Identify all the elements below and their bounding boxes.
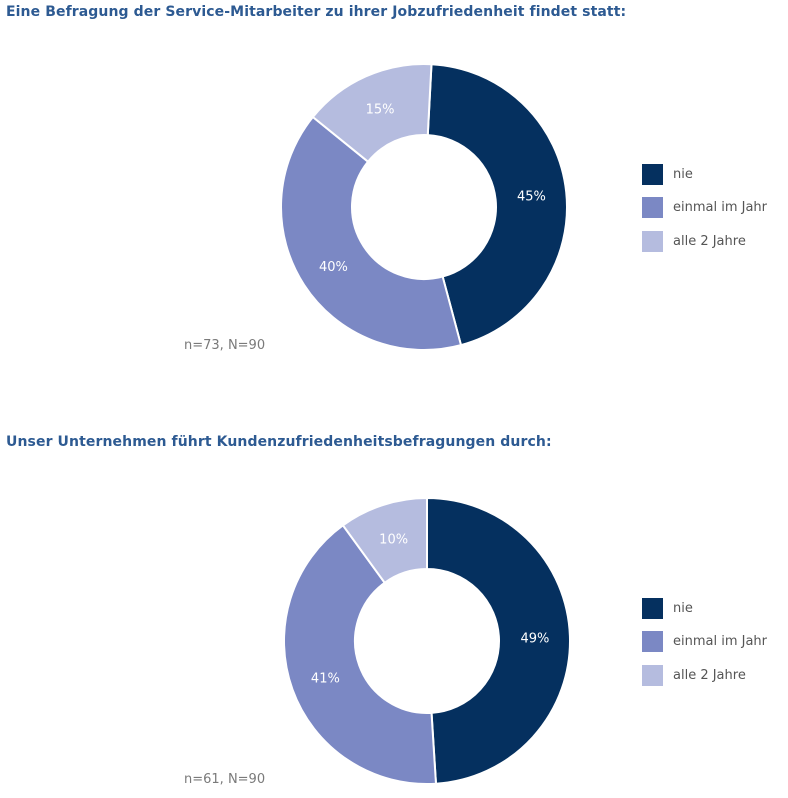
- legend-swatch: [642, 631, 663, 652]
- slice-nie: [426, 496, 572, 785]
- sample-size-note: n=61, N=90: [184, 772, 266, 787]
- legend-item-nie: nie: [642, 597, 767, 619]
- legend-label: nie: [673, 166, 693, 182]
- donut-chart: 49% 41% 10%: [283, 496, 572, 785]
- slice-label-alle-2-jahre: 15%: [366, 102, 395, 117]
- legend-swatch: [642, 163, 663, 185]
- sample-size-note: n=73, N=90: [184, 338, 266, 353]
- chart-kundenzufriedenheit: Unser Unternehmen führt Kundenzufriedenh…: [0, 430, 788, 798]
- slice-label-nie: 45%: [517, 190, 546, 205]
- slice-alle-2-jahre: [311, 63, 433, 164]
- legend-swatch: [642, 597, 663, 619]
- slice-alle-2-jahre: [341, 496, 428, 585]
- legend-item-nie: nie: [642, 163, 767, 185]
- legend-item-einmal-im-jahr: einmal im Jahr: [642, 631, 768, 652]
- chart-title: Unser Unternehmen führt Kundenzufriedenh…: [6, 434, 552, 450]
- slice-einmal-im-jahr: [283, 523, 438, 785]
- legend-label: alle 2 Jahre: [673, 667, 746, 683]
- legend-label: alle 2 Jahre: [673, 233, 746, 249]
- slice-label-einmal-im-jahr: 40%: [319, 260, 348, 275]
- slice-nie: [426, 63, 568, 347]
- slice-einmal-im-jahr: [280, 115, 463, 351]
- legend: nie einmal im Jahr alle 2 Jahre: [642, 163, 768, 265]
- slice-label-alle-2-jahre: 10%: [379, 532, 408, 547]
- slice-label-nie: 49%: [520, 632, 549, 647]
- legend-item-einmal-im-jahr: einmal im Jahr: [642, 197, 768, 218]
- legend: nie einmal im Jahr alle 2 Jahre: [642, 597, 768, 699]
- legend-item-alle-2-jahre: alle 2 Jahre: [642, 230, 767, 252]
- legend-label: einmal im Jahr: [673, 634, 768, 649]
- chart-title: Eine Befragung der Service-Mitarbeiter z…: [6, 4, 627, 20]
- legend-swatch: [642, 230, 663, 252]
- donut-chart: 45% 40% 15%: [280, 63, 568, 351]
- legend-label: nie: [673, 600, 693, 616]
- legend-label: einmal im Jahr: [673, 200, 768, 215]
- legend-swatch: [642, 197, 663, 218]
- chart-jobzufriedenheit: Eine Befragung der Service-Mitarbeiter z…: [6, 4, 768, 353]
- slice-label-einmal-im-jahr: 41%: [311, 672, 340, 687]
- legend-swatch: [642, 664, 663, 686]
- legend-item-alle-2-jahre: alle 2 Jahre: [642, 664, 767, 686]
